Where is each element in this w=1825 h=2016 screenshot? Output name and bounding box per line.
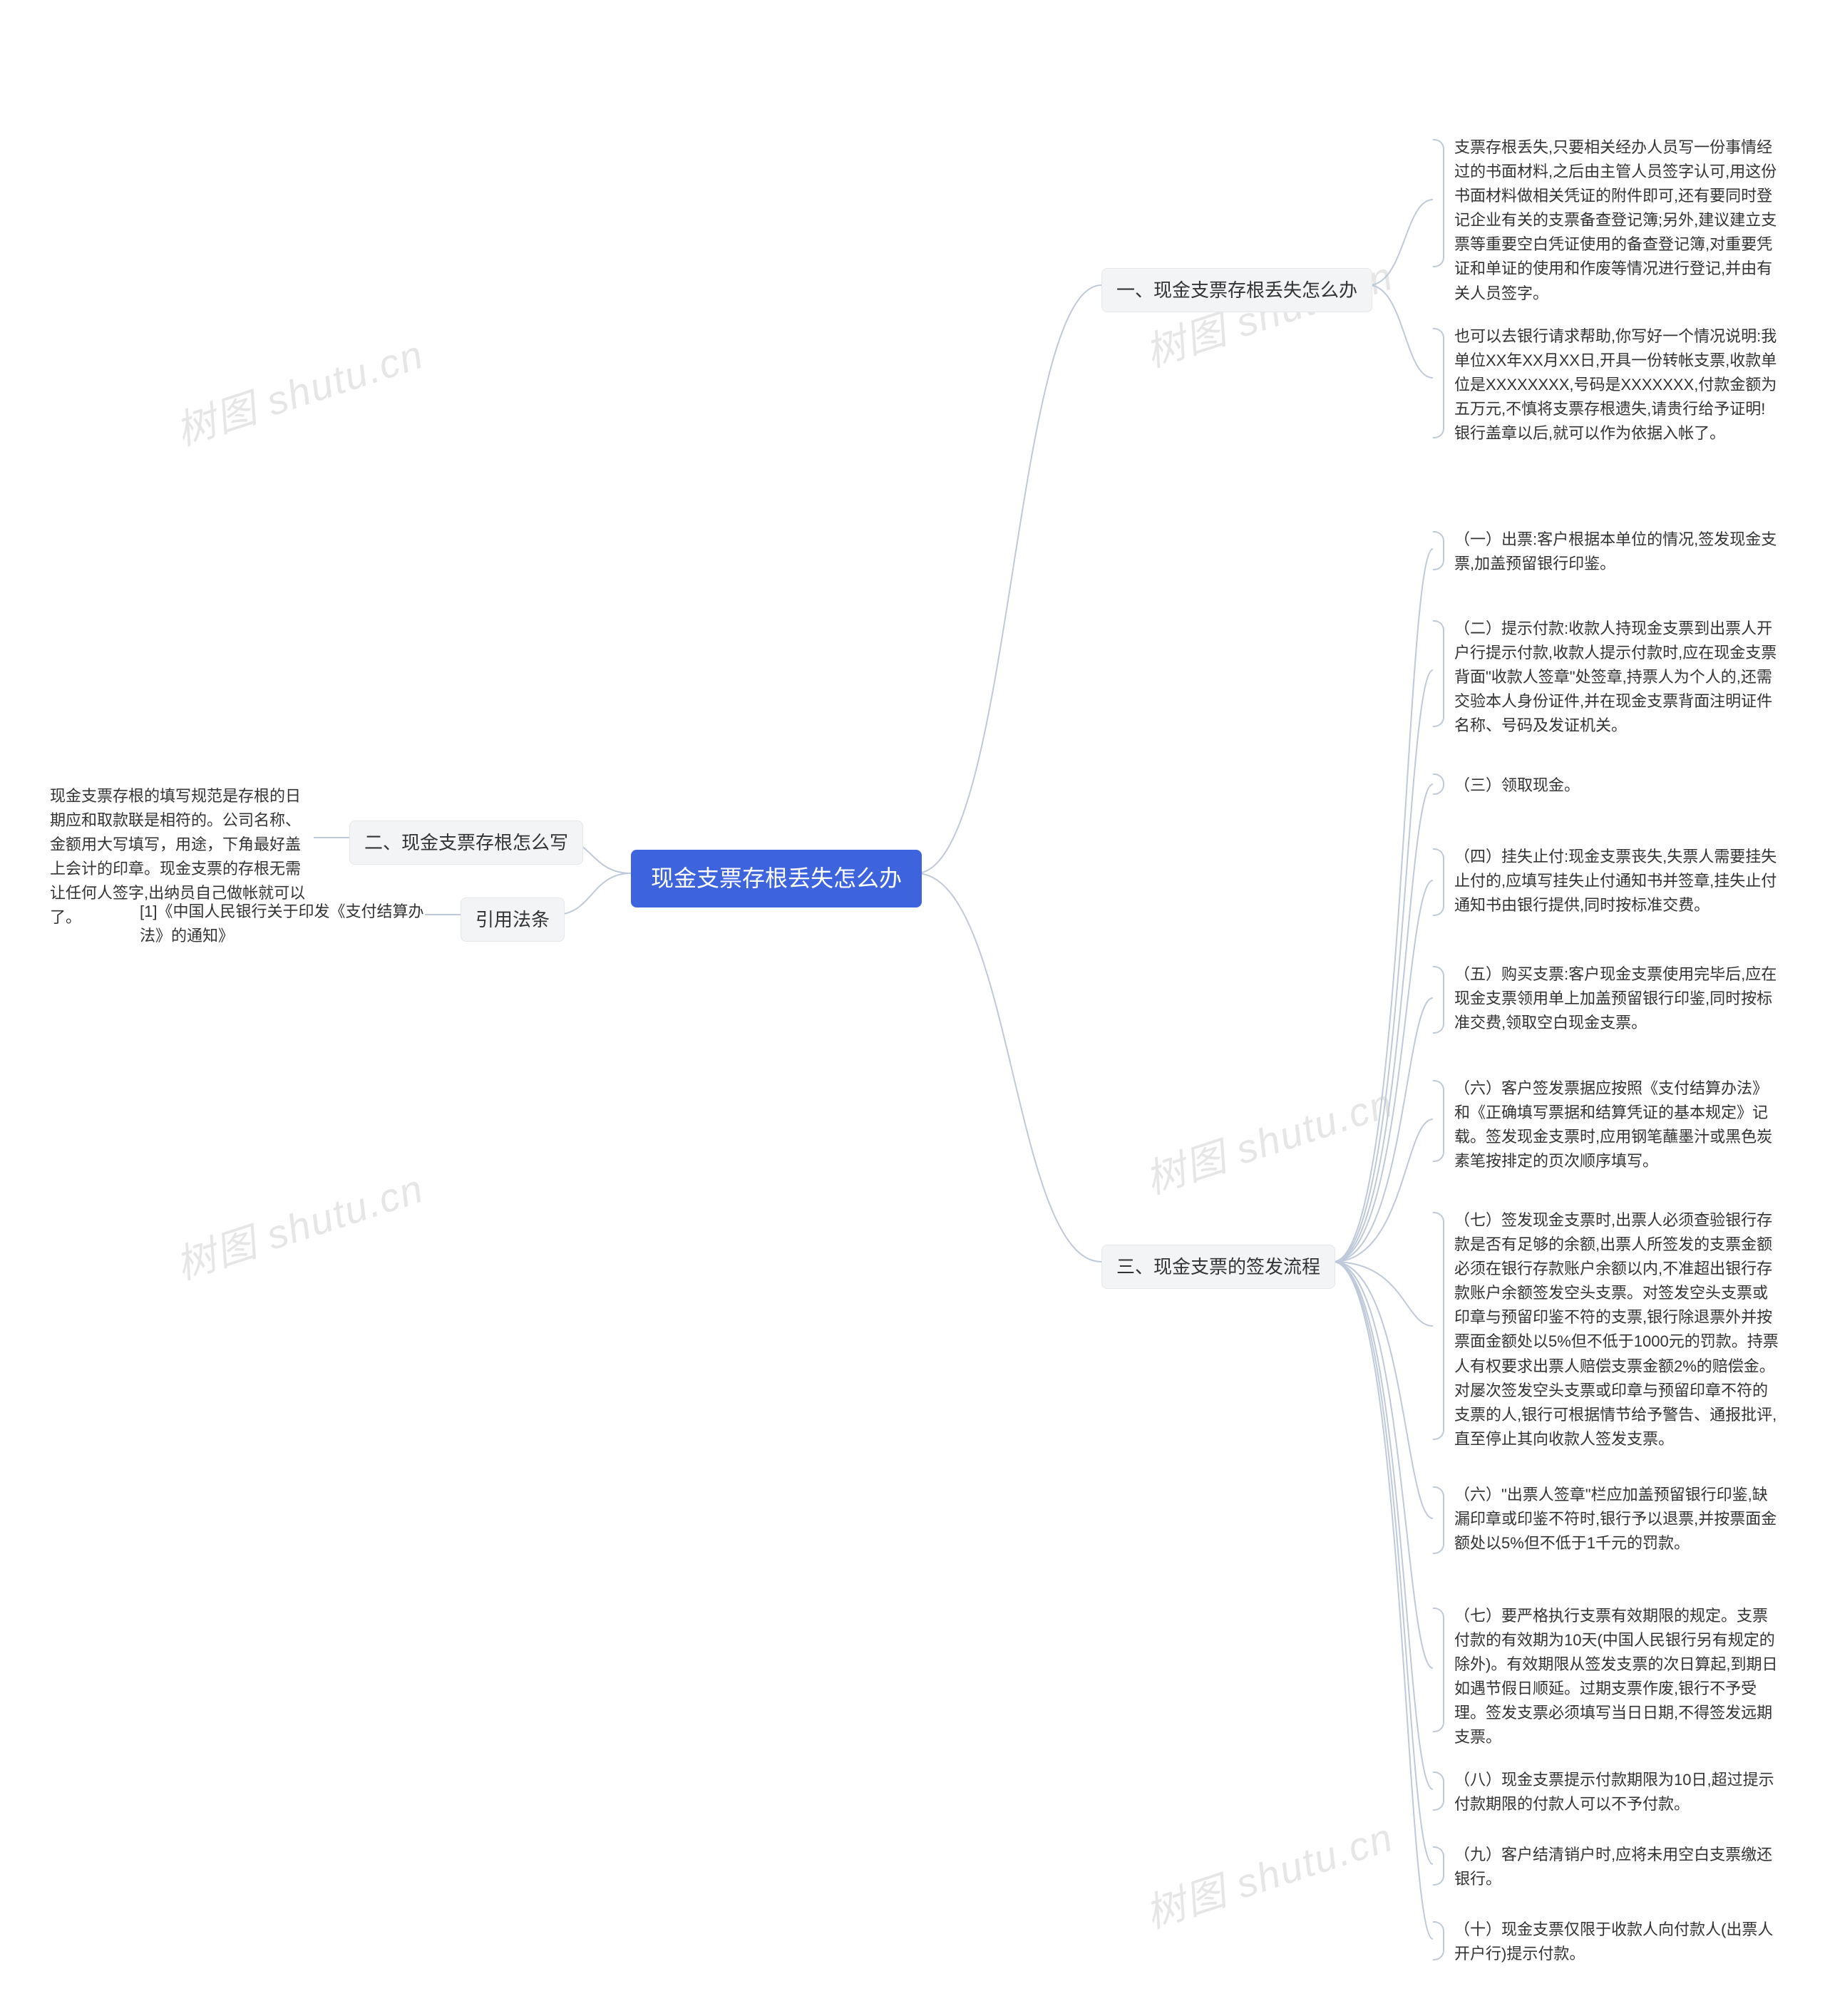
branch-2[interactable]: 二、现金支票存根怎么写 [349, 821, 583, 865]
leaf-bracket [1433, 1212, 1444, 1440]
leaf-bracket [1433, 139, 1444, 267]
leaf-bracket [1433, 848, 1444, 916]
root-node[interactable]: 现金支票存根丢失怎么办 [631, 850, 922, 907]
leaf-bracket [1433, 620, 1444, 727]
branch-3-leaf-12: （十）现金支票仅限于收款人向付款人(出票人开户行)提示付款。 [1454, 1918, 1779, 1966]
leaf-bracket [1433, 1846, 1444, 1886]
branch-3[interactable]: 三、现金支票的签发流程 [1101, 1245, 1335, 1289]
leaf-bracket [1433, 1486, 1444, 1554]
branch-3-leaf-2: （二）提示付款:收款人持现金支票到出票人开户行提示付款,收款人提示付款时,应在现… [1454, 617, 1779, 738]
branch-4-label: 引用法条 [475, 909, 550, 930]
leaf-bracket [1433, 966, 1444, 1034]
leaf-bracket [1433, 531, 1444, 570]
leaf-bracket [1433, 1608, 1444, 1732]
leaf-bracket [1433, 1080, 1444, 1162]
leaf-bracket [1433, 1921, 1444, 1960]
branch-3-leaf-9: （七）要严格执行支票有效期限的规定。支票付款的有效期为10天(中国人民银行另有规… [1454, 1604, 1779, 1750]
branch-3-leaf-6: （六）客户签发票据应按照《支付结算办法》和《正确填写票据和结算凭证的基本规定》记… [1454, 1076, 1779, 1173]
branch-1-label: 一、现金支票存根丢失怎么办 [1116, 279, 1357, 301]
branch-1-leaf-1: 支票存根丢失,只要相关经办人员写一份事情经过的书面材料,之后由主管人员签字认可,… [1454, 135, 1779, 306]
branch-1[interactable]: 一、现金支票存根丢失怎么办 [1101, 268, 1372, 312]
branch-4-leaf: [1]《中国人民银行关于印发《支付结算办法》的通知》 [140, 900, 425, 948]
watermark: 树图 shutu.cn [168, 322, 431, 457]
branch-3-leaf-3: （三）领取现金。 [1454, 773, 1779, 798]
leaf-bracket [1433, 1771, 1444, 1811]
branch-3-leaf-1: （一）出票:客户根据本单位的情况,签发现金支票,加盖预留银行印鉴。 [1454, 528, 1779, 576]
branch-3-leaf-10: （八）现金支票提示付款期限为10日,超过提示付款期限的付款人可以不予付款。 [1454, 1768, 1779, 1816]
branch-1-leaf-2: 也可以去银行请求帮助,你写好一个情况说明:我单位XX年XX月XX日,开具一份转帐… [1454, 324, 1779, 446]
root-label: 现金支票存根丢失怎么办 [651, 865, 902, 891]
branch-3-leaf-8: （六）"出票人签章"栏应加盖预留银行印鉴,缺漏印章或印鉴不符时,银行予以退票,并… [1454, 1483, 1779, 1555]
watermark: 树图 shutu.cn [1137, 1805, 1400, 1940]
branch-2-label: 二、现金支票存根怎么写 [364, 832, 568, 853]
watermark: 树图 shutu.cn [168, 1156, 431, 1291]
branch-3-leaf-4: （四）挂失止付:现金支票丧失,失票人需要挂失止付的,应填写挂失止付通知书并签章,… [1454, 845, 1779, 917]
branch-4[interactable]: 引用法条 [461, 898, 565, 942]
branch-3-label: 三、现金支票的签发流程 [1116, 1256, 1320, 1277]
branch-3-leaf-7: （七）签发现金支票时,出票人必须查验银行存款是否有足够的余额,出票人所签发的支票… [1454, 1208, 1779, 1451]
branch-3-leaf-5: （五）购买支票:客户现金支票使用完毕后,应在现金支票领用单上加盖预留银行印鉴,同… [1454, 962, 1779, 1035]
mindmap-canvas: 树图 shutu.cn 树图 shutu.cn 树图 shutu.cn 树图 s… [0, 0, 1825, 2016]
leaf-bracket [1433, 328, 1444, 438]
watermark: 树图 shutu.cn [1137, 1071, 1400, 1205]
leaf-bracket [1433, 773, 1444, 795]
branch-3-leaf-11: （九）客户结清销户时,应将未用空白支票缴还银行。 [1454, 1843, 1779, 1891]
